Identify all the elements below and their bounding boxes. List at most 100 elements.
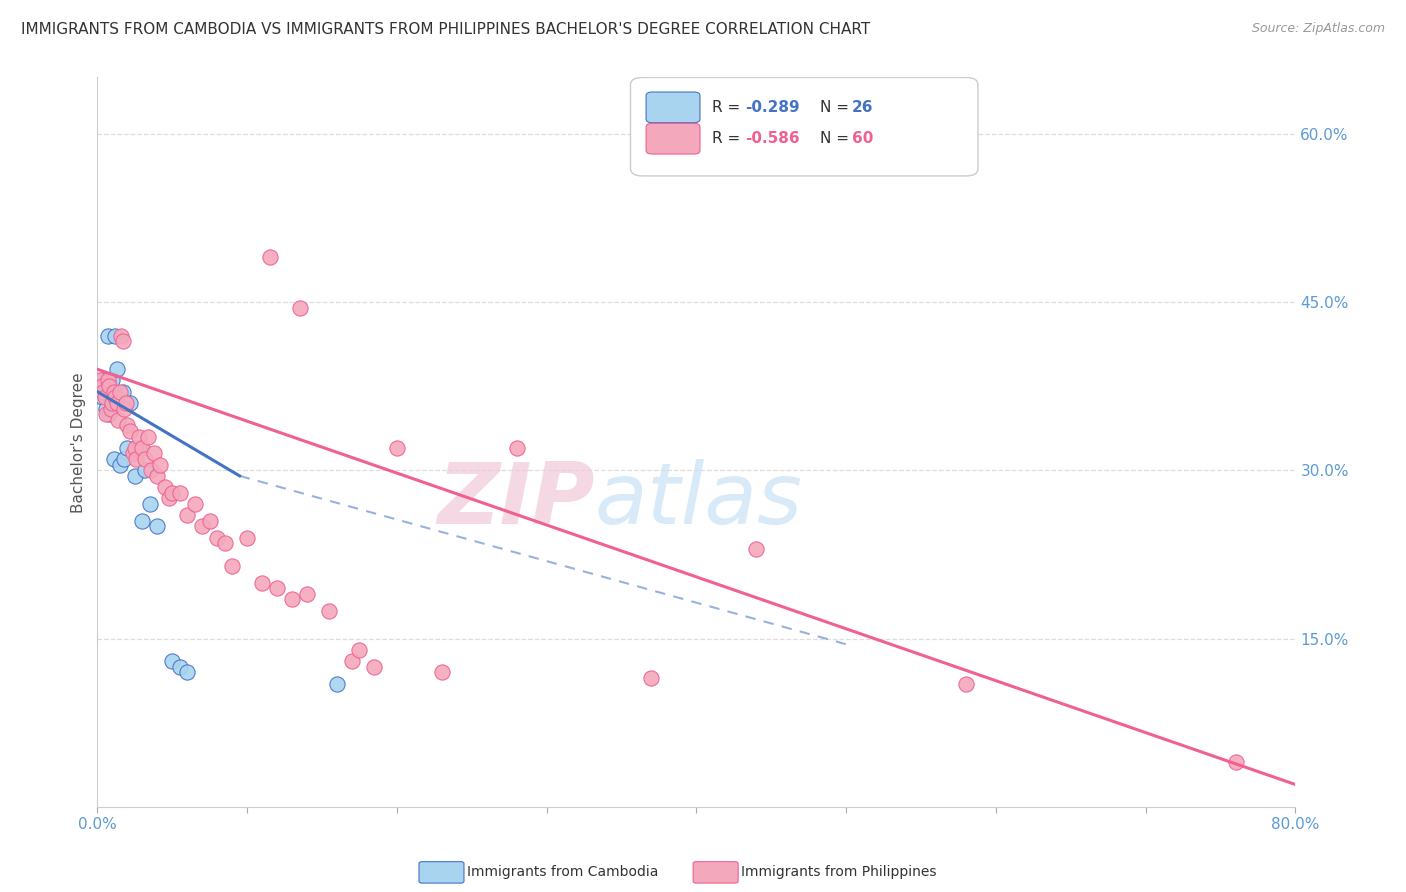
Point xyxy=(114,396,136,410)
Point xyxy=(250,575,273,590)
Point xyxy=(385,441,408,455)
Point xyxy=(363,659,385,673)
FancyBboxPatch shape xyxy=(630,78,979,176)
Point xyxy=(104,328,127,343)
Point xyxy=(430,665,453,680)
Point xyxy=(169,485,191,500)
Point xyxy=(94,384,117,399)
Point xyxy=(205,531,228,545)
Point xyxy=(96,407,118,421)
Point xyxy=(214,536,236,550)
Point xyxy=(90,390,112,404)
Point xyxy=(281,592,304,607)
Point xyxy=(117,418,139,433)
Point xyxy=(139,497,162,511)
Point xyxy=(101,374,124,388)
Point xyxy=(505,441,527,455)
Point xyxy=(94,390,117,404)
Text: ZIP: ZIP xyxy=(437,459,595,542)
Point xyxy=(326,676,349,690)
Point xyxy=(295,587,318,601)
Point xyxy=(89,374,111,388)
Point xyxy=(90,379,112,393)
Point xyxy=(107,413,129,427)
Text: 60: 60 xyxy=(852,131,873,146)
Point xyxy=(101,396,124,410)
Text: Immigrants from Philippines: Immigrants from Philippines xyxy=(741,865,936,880)
Point xyxy=(149,458,172,472)
Point xyxy=(221,558,243,573)
Point xyxy=(141,463,163,477)
Point xyxy=(124,441,146,455)
Text: N =: N = xyxy=(820,131,853,146)
Point xyxy=(97,328,120,343)
Point xyxy=(198,514,221,528)
Point xyxy=(128,441,150,455)
Point xyxy=(111,384,134,399)
Point xyxy=(110,328,132,343)
Point xyxy=(176,665,198,680)
Point xyxy=(125,452,148,467)
Point xyxy=(160,654,183,668)
Point xyxy=(93,384,115,399)
Point xyxy=(131,514,153,528)
Point xyxy=(183,497,205,511)
Text: IMMIGRANTS FROM CAMBODIA VS IMMIGRANTS FROM PHILIPPINES BACHELOR'S DEGREE CORREL: IMMIGRANTS FROM CAMBODIA VS IMMIGRANTS F… xyxy=(21,22,870,37)
Point xyxy=(134,463,156,477)
Point xyxy=(288,301,311,315)
Point xyxy=(157,491,180,506)
Point xyxy=(112,401,135,416)
Point xyxy=(104,390,127,404)
Point xyxy=(122,446,145,460)
Point xyxy=(131,441,153,455)
Point xyxy=(176,508,198,523)
Point xyxy=(160,485,183,500)
Point xyxy=(640,671,662,685)
Point xyxy=(108,458,131,472)
Point xyxy=(97,374,120,388)
Point xyxy=(153,480,176,494)
Point xyxy=(146,519,169,533)
Text: R =: R = xyxy=(711,131,745,146)
Point xyxy=(318,603,340,617)
Text: Immigrants from Cambodia: Immigrants from Cambodia xyxy=(467,865,658,880)
Point xyxy=(340,654,363,668)
Y-axis label: Bachelor's Degree: Bachelor's Degree xyxy=(72,372,86,513)
Point xyxy=(236,531,259,545)
Point xyxy=(143,446,166,460)
Point xyxy=(136,429,159,443)
Text: R =: R = xyxy=(711,100,745,115)
Text: atlas: atlas xyxy=(595,459,803,542)
Text: -0.586: -0.586 xyxy=(745,131,800,146)
Point xyxy=(146,469,169,483)
Point xyxy=(120,424,142,438)
Point xyxy=(128,429,150,443)
Point xyxy=(169,659,191,673)
Point xyxy=(124,469,146,483)
Point xyxy=(96,401,118,416)
Point xyxy=(105,396,128,410)
Text: Source: ZipAtlas.com: Source: ZipAtlas.com xyxy=(1251,22,1385,36)
FancyBboxPatch shape xyxy=(647,92,700,123)
Point xyxy=(93,374,115,388)
Text: N =: N = xyxy=(820,100,853,115)
Point xyxy=(259,250,281,264)
Point xyxy=(108,384,131,399)
Point xyxy=(103,452,125,467)
Point xyxy=(103,384,125,399)
Point xyxy=(745,541,768,556)
Point xyxy=(134,452,156,467)
Text: -0.289: -0.289 xyxy=(745,100,800,115)
Point xyxy=(105,362,128,376)
Point xyxy=(349,643,371,657)
Point xyxy=(98,407,121,421)
Point xyxy=(112,452,135,467)
Point xyxy=(100,401,122,416)
Point xyxy=(89,379,111,393)
Point xyxy=(1225,755,1247,769)
Point xyxy=(191,519,214,533)
Point xyxy=(120,396,142,410)
FancyBboxPatch shape xyxy=(647,123,700,154)
Point xyxy=(266,581,288,595)
Point xyxy=(955,676,977,690)
